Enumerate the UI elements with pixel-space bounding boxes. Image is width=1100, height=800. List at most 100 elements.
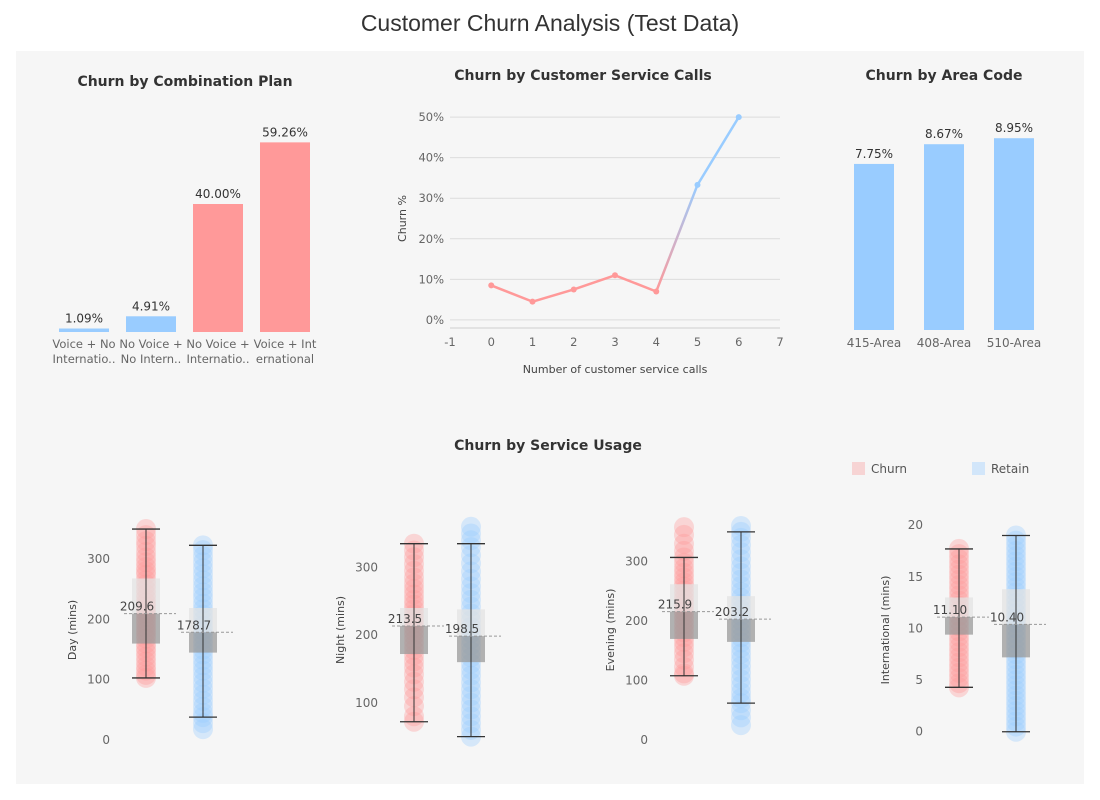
median-label-night-churn: 213.5 <box>388 612 422 626</box>
point-evening-churn-3 <box>674 540 694 561</box>
evening-usage-chart: 0 100 200 300 Evening (mins) 215.9 203.2 <box>604 515 771 747</box>
x-axis-label-calls: Number of customer service calls <box>523 363 708 376</box>
y-tick-calls-4: 40% <box>418 151 444 165</box>
x-tick-calls-5: 4 <box>653 335 660 349</box>
bar-area-2 <box>994 138 1034 330</box>
y-tick-day-0: 0 <box>102 733 110 747</box>
bar-plan-3 <box>260 142 310 332</box>
point-evening-retain-32 <box>731 715 751 736</box>
area-chart-title: Churn by Area Code <box>865 68 1023 84</box>
x-tick-plan-2-0: No Voice + <box>186 337 249 351</box>
line-segment-calls-5 <box>696 115 740 187</box>
median-label-evening-churn: 215.9 <box>658 598 692 612</box>
median-label-day-churn: 209.6 <box>120 600 154 614</box>
median-label-international-churn: 11.10 <box>933 603 967 617</box>
point-calls-0 <box>488 282 495 289</box>
point-calls-4 <box>653 288 660 295</box>
y-tick-day-2: 200 <box>87 612 110 626</box>
legend-label-retain: Retain <box>991 462 1030 476</box>
bar-plan-1 <box>126 316 176 332</box>
line-segment-calls-4 <box>655 183 699 293</box>
line-segment-calls-1 <box>531 288 575 303</box>
x-tick-plan-0-1: Internatio.. <box>53 352 116 366</box>
y-tick-day-3: 300 <box>87 552 110 566</box>
line-segment-calls-3 <box>613 274 658 293</box>
point-evening-churn-2 <box>674 533 694 554</box>
service-calls-chart: 0% 10% 20% 30% 40% 50% -1 0 1 2 3 4 5 6 7 Number of cus… <box>396 110 784 376</box>
y-tick-calls-3: 30% <box>418 191 444 205</box>
legend-item-churn[interactable]: Churn <box>852 462 907 476</box>
data-label-plan-0: 1.09% <box>65 312 103 326</box>
bar-plan-2 <box>193 204 243 332</box>
x-tick-calls-6: 5 <box>694 335 701 349</box>
point-calls-2 <box>570 286 577 293</box>
day-usage-chart: 0 100 200 300 Day (mins) 209.6 178.7 <box>66 519 233 747</box>
point-calls-1 <box>529 298 536 305</box>
median-label-night-retain: 198.5 <box>445 622 479 636</box>
usage-chart-title: Churn by Service Usage <box>454 438 642 454</box>
point-day-retain-32 <box>193 713 213 734</box>
x-tick-calls-0: -1 <box>444 335 455 349</box>
x-tick-plan-2-1: Internatio.. <box>187 352 250 366</box>
x-tick-plan-3-0: Voice + Int <box>254 337 317 351</box>
point-evening-churn-1 <box>674 524 694 545</box>
calls-chart-title: Churn by Customer Service Calls <box>454 68 712 84</box>
bar-area-0 <box>854 163 894 330</box>
x-tick-calls-7: 6 <box>735 335 742 349</box>
point-night-retain-2 <box>461 530 481 551</box>
x-tick-plan-0-0: Voice + No <box>52 337 115 351</box>
data-label-area-1: 8.67% <box>925 127 963 141</box>
international-usage-chart: 0 5 10 15 20 International (mins) 11.10 10.40 <box>879 518 1046 742</box>
x-tick-calls-4: 3 <box>611 335 618 349</box>
x-tick-plan-1-0: No Voice + <box>119 337 182 351</box>
bar-plan-0 <box>59 328 109 332</box>
x-tick-plan-1-1: No Intern.. <box>121 352 182 366</box>
legend-label-churn: Churn <box>871 462 907 476</box>
data-label-area-0: 7.75% <box>855 147 893 161</box>
y-tick-calls-0: 0% <box>426 313 444 327</box>
point-calls-3 <box>612 272 618 279</box>
point-day-retain-33 <box>193 719 213 740</box>
data-label-plan-2: 40.00% <box>195 187 241 201</box>
x-tick-area-0: 415-Area <box>847 336 902 350</box>
y-tick-evening-1: 100 <box>625 674 648 688</box>
area-code-chart: 7.75% 415-Area 8.67% 408-Area 8.95% 510-Area <box>847 121 1042 350</box>
night-usage-chart: 100 200 300 Night (mins) 213.5 198.5 <box>334 516 501 747</box>
x-tick-area-2: 510-Area <box>987 336 1042 350</box>
point-evening-retain-30 <box>731 700 751 721</box>
y-axis-label-day: Day (mins) <box>66 600 79 660</box>
y-axis-label-night: Night (mins) <box>334 596 347 664</box>
y-tick-international-4: 20 <box>908 518 923 532</box>
bar-area-1 <box>924 144 964 330</box>
y-tick-international-1: 5 <box>915 673 923 687</box>
y-tick-calls-5: 50% <box>418 110 444 124</box>
y-tick-international-2: 10 <box>908 621 923 635</box>
y-tick-calls-2: 20% <box>418 232 444 246</box>
x-tick-calls-2: 1 <box>529 335 536 349</box>
y-axis-label-evening: Evening (mins) <box>604 589 617 672</box>
x-tick-plan-3-1: ernational <box>256 352 314 366</box>
page-title: Customer Churn Analysis (Test Data) <box>360 10 740 36</box>
point-calls-5 <box>694 181 701 188</box>
median-label-evening-retain: 203.2 <box>715 605 749 619</box>
plan-chart-title: Churn by Combination Plan <box>77 74 293 90</box>
legend-swatch-retain <box>972 462 985 475</box>
dashboard-background <box>16 51 1084 784</box>
data-label-plan-1: 4.91% <box>132 299 170 313</box>
y-tick-night-0: 100 <box>355 696 378 710</box>
x-tick-calls-1: 0 <box>488 335 495 349</box>
point-night-retain-0 <box>461 516 481 537</box>
y-tick-calls-1: 10% <box>418 272 444 286</box>
point-evening-retain-0 <box>731 515 751 536</box>
median-label-day-retain: 178.7 <box>177 618 211 632</box>
point-evening-churn-0 <box>674 517 694 538</box>
x-tick-calls-8: 7 <box>776 335 783 349</box>
y-tick-day-1: 100 <box>87 673 110 687</box>
legend-item-retain[interactable]: Retain <box>972 462 1029 476</box>
point-calls-6 <box>735 114 742 121</box>
line-segment-calls-0 <box>490 284 534 303</box>
y-tick-evening-3: 300 <box>625 555 648 569</box>
x-tick-calls-3: 2 <box>570 335 577 349</box>
y-tick-evening-0: 0 <box>640 733 648 747</box>
